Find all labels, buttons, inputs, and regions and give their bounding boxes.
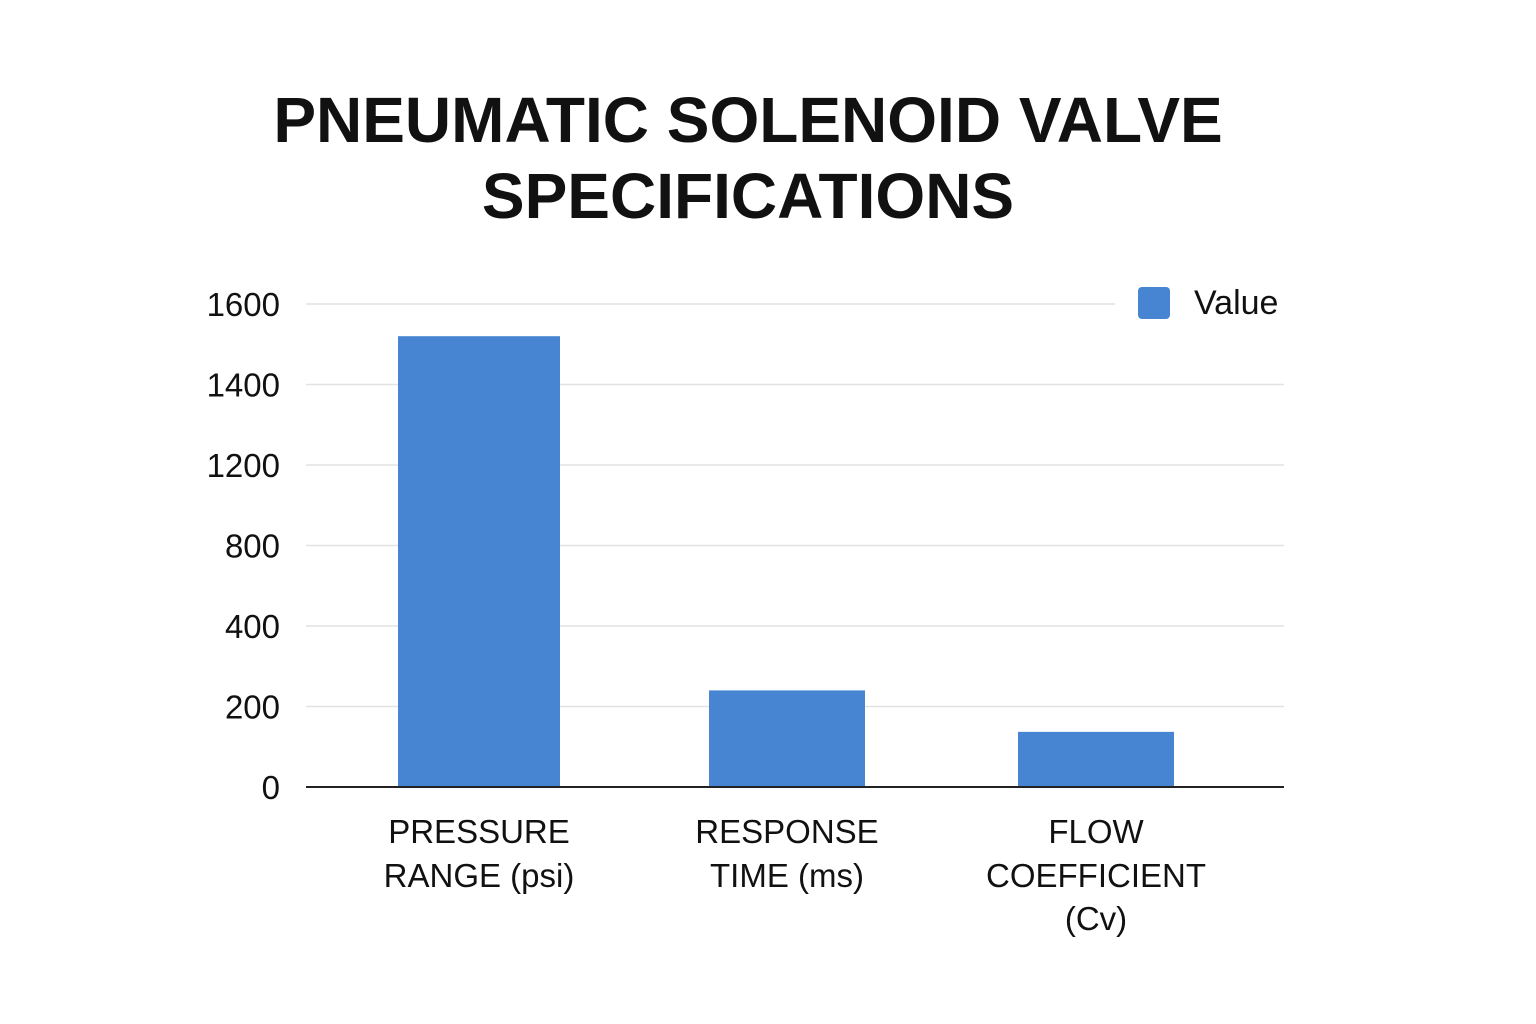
bars [398, 336, 1174, 787]
bar [1018, 731, 1174, 787]
y-axis-ticks: 0 200 400 800 1200 1400 1600 [207, 286, 280, 806]
bar [709, 690, 865, 787]
x-category-label: (Cv) [1065, 900, 1127, 937]
y-tick-label: 400 [225, 608, 280, 645]
x-category-label: PRESSURE [388, 813, 570, 850]
y-tick-label: 0 [262, 769, 280, 806]
legend-label: Value [1194, 284, 1278, 322]
y-tick-label: 800 [225, 528, 280, 565]
y-tick-label: 200 [225, 689, 280, 726]
x-category-label: FLOW [1048, 813, 1144, 850]
x-axis-categories: PRESSURE RANGE (psi) RESPONSE TIME (ms) FLOW… [384, 813, 1206, 937]
y-tick-label: 1200 [207, 447, 280, 484]
legend-swatch [1138, 287, 1170, 319]
chart-title-line: SPECIFICATIONS [482, 160, 1014, 232]
x-category-label: TIME (ms) [710, 857, 864, 894]
y-tick-label: 1400 [207, 367, 280, 404]
chart-title-line: PNEUMATIC SOLENOID VALVE [273, 84, 1222, 156]
x-category-label: RANGE (psi) [384, 857, 575, 894]
x-category-label: RESPONSE [695, 813, 878, 850]
bar [398, 336, 560, 787]
y-tick-label: 1600 [207, 286, 280, 323]
legend: Value [1138, 284, 1278, 322]
x-category-label: COEFFICIENT [986, 857, 1206, 894]
